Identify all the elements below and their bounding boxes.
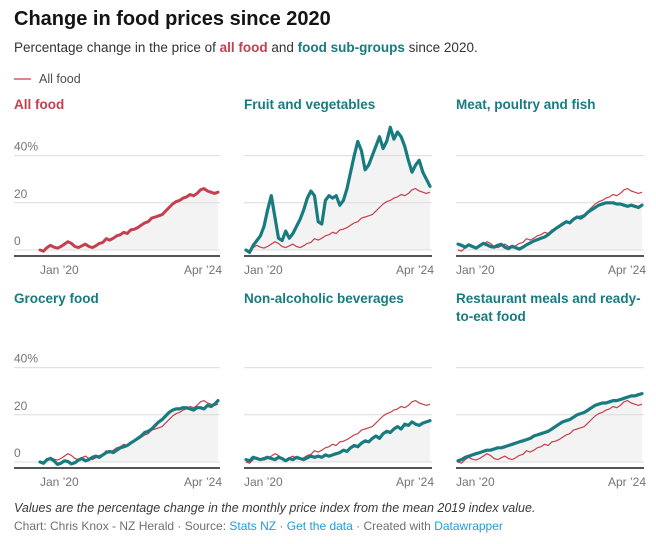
y-tick-label: 0 [14, 446, 21, 460]
panel-title-grocery-food: Grocery food [14, 291, 99, 306]
x-axis-labels: Jan ’20 Apr ’24 [456, 263, 646, 278]
area-fill [458, 393, 642, 462]
legend-line-swatch [14, 77, 31, 80]
x-tick-start: Jan ’20 [244, 475, 283, 489]
byline: Chart: Chris Knox - NZ Herald · Source: … [14, 519, 646, 533]
x-tick-start: Jan ’20 [456, 475, 495, 489]
series-line-meat-poultry-fish [456, 201, 644, 251]
series-line-grocery-food [38, 398, 220, 466]
x-tick-end: Apr ’24 [183, 263, 222, 277]
panel-chart-restaurant-ready-to-eat [456, 367, 644, 469]
panel-chart-grocery-food: 40% 20 0 [14, 352, 220, 469]
subtitle-allfood-highlight: all food [219, 40, 268, 55]
x-axis-labels: Jan ’20 Apr ’24 [14, 263, 222, 278]
x-tick-end: Apr ’24 [395, 263, 434, 277]
panel-chart-all-food: 40% 20 0 [14, 140, 220, 257]
byline-separator-1: · [276, 519, 287, 533]
x-axis-labels: Jan ’20 Apr ’24 [244, 475, 434, 490]
panel-title-non-alcoholic-beverages: Non-alcoholic beverages [244, 291, 404, 306]
x-axis-labels: Jan ’20 Apr ’24 [456, 475, 646, 490]
series-line-fruit-vegetables [244, 125, 432, 254]
legend-label: All food [39, 71, 81, 86]
x-tick-start: Jan ’20 [40, 475, 79, 489]
x-tick-start: Jan ’20 [456, 263, 495, 277]
all-food-reference-line [245, 187, 431, 252]
panel-meat-poultry-fish: Meat, poultry and fish Jan ’20 Apr ’24 [456, 96, 646, 278]
subtitle-subgroups-highlight: food sub-groups [297, 40, 405, 55]
datawrapper-link[interactable]: Datawrapper [434, 519, 503, 533]
area-fill [458, 202, 642, 250]
series-line-non-alcoholic-beverages [244, 419, 432, 463]
area-fill [246, 420, 430, 462]
panel-fruit-vegetables: Fruit and vegetables Jan ’20 Apr ’24 [244, 96, 434, 278]
chart-container: Change in food prices since 2020 Percent… [14, 8, 646, 533]
legend: All food [14, 71, 646, 86]
x-tick-end: Apr ’24 [607, 475, 646, 489]
area-fill [40, 400, 218, 465]
panel-chart-non-alcoholic-beverages [244, 367, 432, 469]
area-fill [246, 127, 430, 253]
panel-title-meat-poultry-fish: Meat, poultry and fish [456, 97, 596, 112]
all-food-reference-line [457, 399, 643, 464]
y-tick-label: 0 [14, 234, 21, 248]
panel-chart-meat-poultry-fish [456, 155, 644, 257]
x-axis-labels: Jan ’20 Apr ’24 [244, 263, 434, 278]
panel-title-all-food: All food [14, 97, 65, 112]
byline-credit-text: Chart: Chris Knox - NZ Herald · Source: [14, 519, 230, 533]
y-tick-label: 40% [14, 352, 38, 366]
chart-subtitle: Percentage change in the price of all fo… [14, 40, 646, 55]
subtitle-text-middle: and [267, 40, 298, 55]
x-tick-end: Apr ’24 [607, 263, 646, 277]
byline-created-with-text: · Created with [352, 519, 435, 533]
x-tick-start: Jan ’20 [244, 263, 283, 277]
series-line-all-food [38, 187, 220, 253]
y-tick-label: 20 [14, 399, 28, 413]
series-line-restaurant-ready-to-eat [456, 391, 644, 463]
y-tick-label: 20 [14, 187, 28, 201]
panel-chart-fruit-vegetables [244, 125, 432, 257]
x-tick-end: Apr ’24 [183, 475, 222, 489]
all-food-reference-line [245, 399, 431, 464]
y-tick-label: 40% [14, 140, 38, 154]
x-tick-end: Apr ’24 [395, 475, 434, 489]
subtitle-text: Percentage change in the price of [14, 40, 220, 55]
x-tick-start: Jan ’20 [40, 263, 79, 277]
source-link[interactable]: Stats NZ [229, 519, 277, 533]
panel-non-alcoholic-beverages: Non-alcoholic beverages Jan ’20 Apr ’24 [244, 290, 434, 490]
panel-all-food: All food 40% 20 0 Jan ’20 Apr ’24 [14, 96, 222, 278]
panel-title-restaurant-ready-to-eat: Restaurant meals and ready-to-eat food [456, 291, 641, 324]
get-data-link[interactable]: Get the data [286, 519, 353, 533]
x-axis-labels: Jan ’20 Apr ’24 [14, 475, 222, 490]
panel-grocery-food: Grocery food 40% 20 0 Jan ’20 Apr ’24 [14, 290, 222, 490]
footnote: Values are the percentage change in the … [14, 501, 536, 515]
chart-title: Change in food prices since 2020 [14, 8, 331, 30]
panel-restaurant-ready-to-eat: Restaurant meals and ready-to-eat food Ja… [456, 290, 646, 490]
subtitle-text-suffix: since 2020. [404, 40, 478, 55]
panels-grid: All food 40% 20 0 Jan ’20 Apr ’24 Fruit and ve… [14, 96, 646, 490]
panel-title-fruit-vegetables: Fruit and vegetables [244, 97, 376, 112]
